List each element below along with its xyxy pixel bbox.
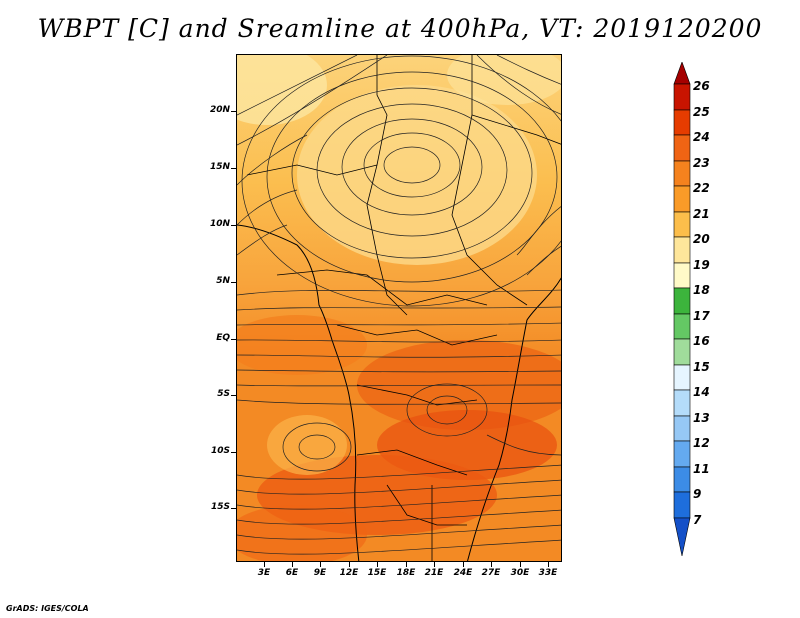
colorbar-swatch	[673, 440, 691, 468]
lon-tick	[434, 562, 435, 567]
colorbar-label: 24	[693, 130, 710, 144]
lon-label: 33E	[538, 568, 558, 578]
coastline	[237, 224, 360, 561]
lon-tick	[520, 562, 521, 567]
colorbar-label: 17	[693, 309, 710, 323]
lon-label: 30E	[510, 568, 530, 578]
colorbar-label: 25	[693, 105, 710, 119]
colorbar-label: 18	[693, 283, 710, 297]
colorbar-label: 19	[693, 258, 710, 272]
colorbar-label: 13	[693, 411, 710, 425]
lon-tick	[491, 562, 492, 567]
streamlines	[237, 55, 561, 555]
lat-tick	[231, 339, 236, 340]
lon-tick	[264, 562, 265, 567]
lat-label: EQ	[216, 333, 230, 343]
lat-label: 5N	[216, 276, 230, 286]
chart-title: WBPT [C] and Sreamline at 400hPa, VT: 20…	[37, 14, 763, 43]
colorbar-label: 7	[693, 513, 702, 527]
colorbar-top-arrow	[673, 62, 691, 85]
cool-region	[267, 415, 347, 475]
colorbar-swatch	[673, 415, 691, 442]
lon-tick	[377, 562, 378, 567]
colorbar-bottom-arrow	[673, 517, 691, 557]
lat-tick	[231, 508, 236, 509]
lon-label: 15E	[367, 568, 387, 578]
lon-label: 27E	[481, 568, 501, 578]
colorbar-swatch	[673, 287, 691, 315]
colorbar-label: 21	[693, 207, 710, 221]
lon-tick	[292, 562, 293, 567]
lon-label: 21E	[424, 568, 444, 578]
colorbar-label: 11	[693, 462, 710, 476]
colorbar-label: 12	[693, 436, 710, 450]
colorbar-label: 14	[693, 385, 710, 399]
map-canvas	[237, 55, 561, 561]
lon-label: 6E	[285, 568, 299, 578]
lat-tick	[231, 282, 236, 283]
colorbar-swatch	[673, 211, 691, 238]
colorbar	[673, 62, 691, 557]
warm-region	[237, 505, 367, 561]
lat-tick	[231, 395, 236, 396]
colorbar-label: 15	[693, 360, 710, 374]
lon-label: 18E	[396, 568, 416, 578]
lat-label: 15S	[210, 502, 230, 512]
lon-tick	[320, 562, 321, 567]
colorbar-label: 16	[693, 334, 710, 348]
lat-label: 15N	[209, 162, 230, 172]
country-borders	[246, 55, 561, 561]
colorbar-label: 23	[693, 156, 710, 170]
lat-tick	[231, 168, 236, 169]
lat-label: 10N	[209, 219, 230, 229]
colorbar-swatch	[673, 313, 691, 340]
colorbar-swatch	[673, 185, 691, 213]
colorbar-label: 22	[693, 181, 710, 195]
map-panel	[236, 54, 562, 562]
colorbar-swatch	[673, 491, 691, 519]
lon-label: 3E	[257, 568, 271, 578]
colorbar-swatch	[673, 338, 691, 366]
lon-label: 9E	[313, 568, 327, 578]
lon-label: 12E	[339, 568, 359, 578]
cool-region	[297, 85, 537, 265]
colorbar-label: 26	[693, 79, 710, 93]
lat-tick	[231, 225, 236, 226]
colorbar-swatch	[673, 83, 691, 111]
warm-region	[237, 315, 367, 375]
colorbar-label: 9	[693, 487, 702, 501]
lat-tick	[231, 452, 236, 453]
lon-tick	[548, 562, 549, 567]
lat-tick	[231, 111, 236, 112]
colorbar-swatch	[673, 262, 691, 289]
lon-tick	[463, 562, 464, 567]
lon-tick	[406, 562, 407, 567]
coastline	[467, 277, 561, 561]
colorbar-swatch	[673, 109, 691, 136]
lon-label: 24E	[453, 568, 473, 578]
colorbar-swatch	[673, 389, 691, 417]
lat-label: 10S	[210, 446, 230, 456]
colorbar-swatch	[673, 466, 691, 493]
colorbar-swatch	[673, 236, 691, 264]
colorbar-swatch	[673, 160, 691, 187]
colorbar-swatch	[673, 134, 691, 162]
lat-label: 20N	[209, 105, 230, 115]
lat-label: 5S	[217, 389, 230, 399]
lon-tick	[349, 562, 350, 567]
colorbar-label: 20	[693, 232, 710, 246]
credit-text: GrADS: IGES/COLA	[6, 604, 89, 613]
colorbar-swatch	[673, 364, 691, 391]
